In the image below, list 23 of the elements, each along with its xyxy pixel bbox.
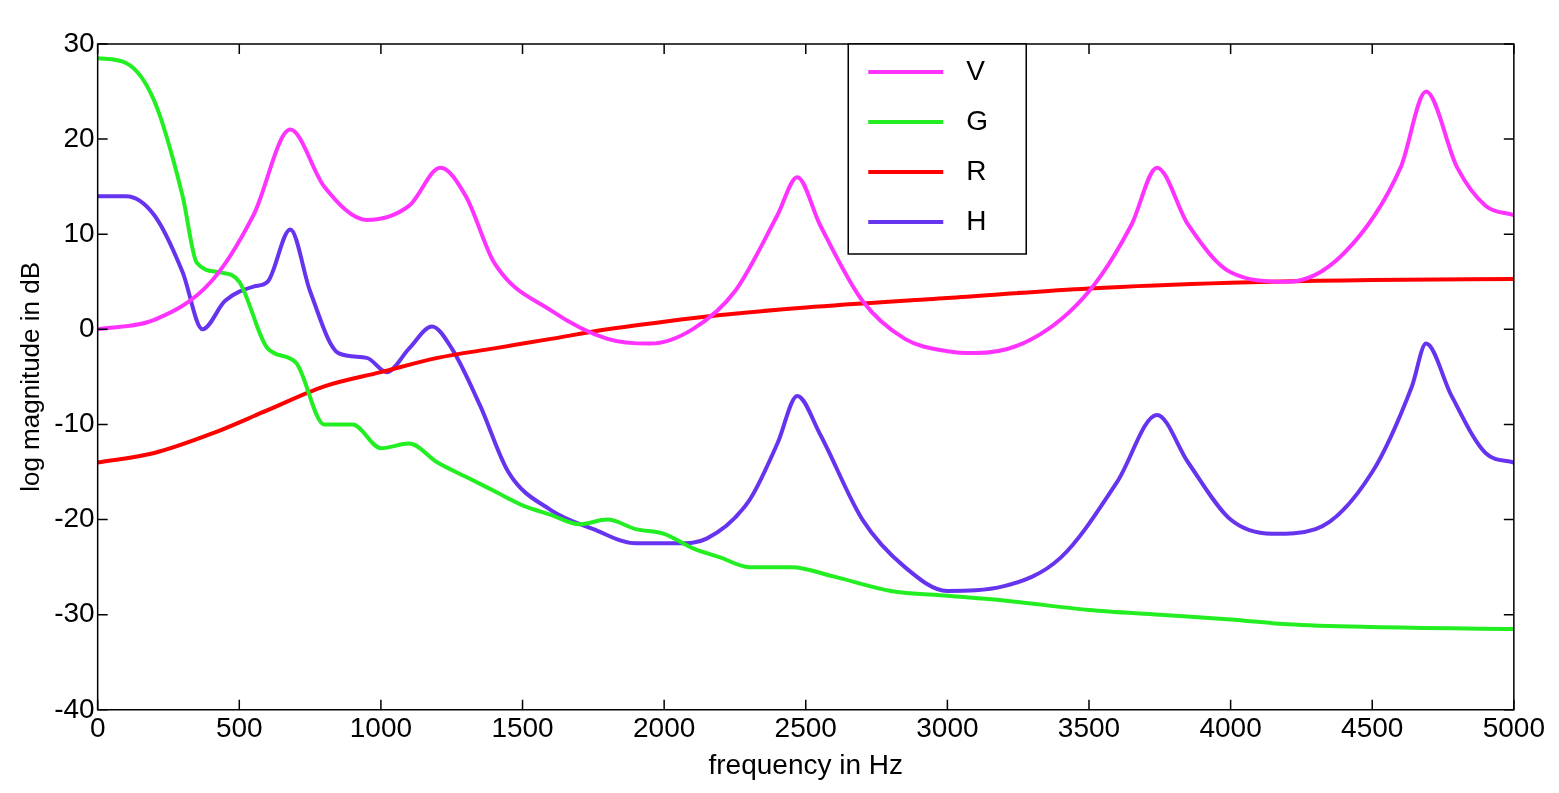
x-tick-label: 3500 [1057,712,1121,744]
x-tick-label: 4000 [1199,712,1262,744]
x-axis-title: frequency in Hz [708,748,904,780]
y-tick-label: -30 [54,597,95,629]
x-tick-label: 1000 [349,712,413,744]
x-tick-label: 2500 [774,712,837,744]
x-tick-label: 5000 [1482,712,1545,744]
x-tick-label: 3000 [916,712,979,744]
legend-label: G [966,104,989,136]
y-tick-label: -20 [54,502,95,534]
y-tick-label: -10 [54,407,95,439]
y-tick-label: 0 [79,312,95,344]
x-tick-label: 1500 [491,712,554,744]
legend-label: H [966,204,987,236]
x-tick-label: 4500 [1341,712,1404,744]
y-tick-label: 30 [63,26,95,58]
legend-label: R [966,154,987,186]
x-tick-label: 2000 [632,712,696,744]
x-tick-label: 500 [215,712,263,744]
y-axis-title: log magnitude in dB [14,261,45,492]
legend-label: V [966,54,986,86]
y-tick-label: 10 [63,216,95,248]
y-tick-label: 20 [63,121,95,153]
